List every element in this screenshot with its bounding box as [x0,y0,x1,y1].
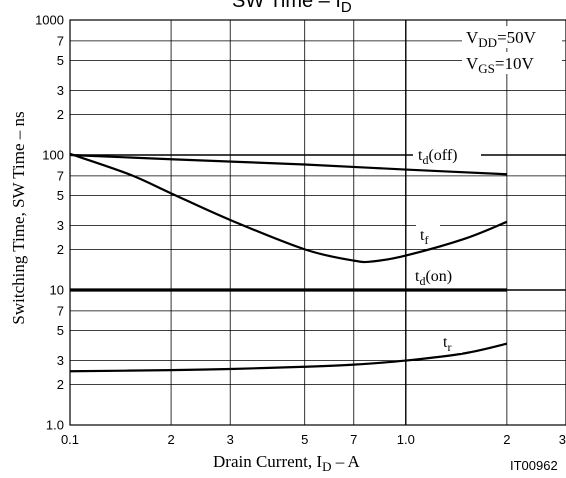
x-tick-label: 3 [227,432,234,447]
svg-text:td(on): td(on) [415,268,452,288]
y-tick-label: 1.0 [46,418,64,433]
series-line-0 [69,153,507,176]
y-tick-label: 7 [57,303,64,318]
y-tick-label: 2 [57,242,64,257]
x-tick-labels: 0.1 2 3 5 7 1.0 2 3 [61,432,566,447]
chart-title: SW Time – ID [232,0,352,16]
series-group [69,152,508,373]
y-tick-label: 2 [57,107,64,122]
y-tick-label: 1000 [35,13,64,28]
label-td-off: td(off) [413,144,481,167]
x-tick-label: 5 [301,432,308,447]
y-tick-label: 2 [57,377,64,392]
x-tick-label: 3 [559,432,566,447]
y-tick-label: 100 [42,148,64,163]
figure-code: IT00962 [510,458,558,473]
plot-area [70,20,566,425]
x-tick-label: 2 [167,432,174,447]
svg-text:VDD=50V: VDD=50V [466,28,537,50]
condition-vdd: VDD=50V [462,26,562,50]
y-tick-label: 5 [57,323,64,338]
y-tick-label: 5 [57,53,64,68]
x-tick-label: 1.0 [397,432,415,447]
y-tick-label: 3 [57,83,64,98]
y-tick-label: 7 [57,33,64,48]
svg-text:tr: tr [443,334,451,354]
series-line-1 [69,152,508,264]
label-td-on: td(on) [415,268,452,288]
y-axis-label: Switching Time, SW Time – ns [9,111,28,324]
svg-text:tf: tf [420,227,428,247]
x-tick-label: 0.1 [61,432,79,447]
svg-text:VGS=10V: VGS=10V [466,54,534,76]
label-tf: tf [416,225,440,247]
series-line-3 [69,342,508,373]
plot-frame [69,19,566,426]
y-tick-label: 5 [57,188,64,203]
y-tick-label: 7 [57,168,64,183]
x-tick-label: 7 [350,432,357,447]
y-tick-label: 3 [57,218,64,233]
y-tick-label: 10 [50,283,64,298]
y-tick-labels: 1.0 2 3 5 7 10 2 3 5 7 100 2 3 5 7 1000 [35,13,64,433]
y-tick-label: 3 [57,353,64,368]
x-axis-label: Drain Current, ID – A [213,452,361,474]
condition-vgs: VGS=10V [462,52,562,76]
x-tick-label: 2 [503,432,510,447]
label-tr: tr [440,333,462,354]
svg-text:td(off): td(off) [418,147,457,167]
